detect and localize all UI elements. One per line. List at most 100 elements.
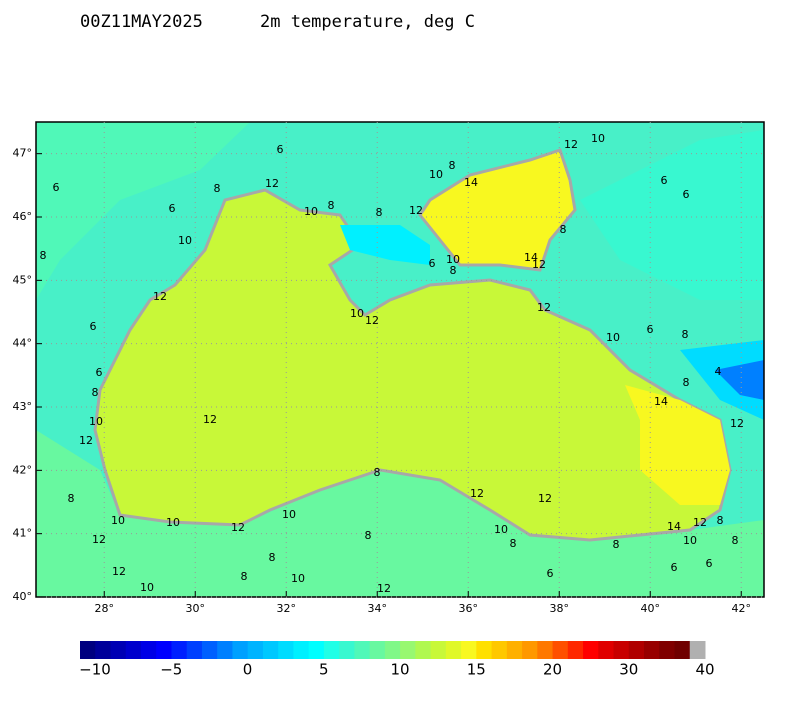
color-swatch: [476, 641, 493, 659]
colorbar-label: 0: [243, 661, 253, 679]
contour-label: 8: [717, 514, 724, 527]
colorbar-label: 10: [390, 661, 409, 679]
contour-label: 8: [510, 537, 517, 550]
color-swatch: [400, 641, 416, 659]
contour-label: 6: [647, 323, 654, 336]
color-swatch: [583, 641, 599, 659]
color-swatch: [217, 641, 233, 659]
lat-label: 45°: [13, 273, 33, 286]
contour-label: 10: [350, 307, 364, 320]
contour-label: 8: [682, 328, 689, 341]
lon-label: 32°: [277, 602, 297, 615]
lon-label: 42°: [732, 602, 752, 615]
contour-label: 6: [53, 181, 60, 194]
color-swatch: [674, 641, 691, 659]
contour-label: 6: [429, 257, 436, 270]
contour-label: 12: [693, 516, 707, 529]
contour-label: 12: [203, 413, 217, 426]
contour-label: 6: [90, 320, 97, 333]
contour-label: 12: [537, 301, 551, 314]
contour-label: 10: [591, 132, 605, 145]
color-swatch: [445, 641, 462, 659]
map-frame: [35, 121, 765, 598]
contour-label: 8: [269, 551, 276, 564]
color-swatch: [522, 641, 538, 659]
contour-label: 8: [560, 223, 567, 236]
contour-label: 12: [265, 177, 279, 190]
colorbar-label: 40: [695, 661, 714, 679]
color-swatch: [384, 641, 401, 659]
color-swatch: [140, 641, 157, 659]
contour-label: 12: [365, 314, 379, 327]
contour-label: 12: [153, 290, 167, 303]
lon-label: 30°: [186, 602, 206, 615]
lat-label: 43°: [13, 400, 33, 413]
color-swatch: [278, 641, 294, 659]
contour-label: 8: [365, 529, 372, 542]
land-colder: [715, 360, 764, 400]
contour-label: 8: [683, 376, 690, 389]
color-swatch: [323, 641, 340, 659]
color-swatch: [262, 641, 279, 659]
lat-label: 41°: [13, 527, 33, 540]
color-swatch: [628, 641, 645, 659]
color-swatch: [430, 641, 447, 659]
color-swatch: [171, 641, 188, 659]
contour-label: 10: [606, 331, 620, 344]
color-swatch: [598, 641, 615, 659]
contour-label: 8: [374, 466, 381, 479]
color-swatch: [415, 641, 432, 659]
warm-sea: [625, 385, 730, 505]
lon-label: 38°: [550, 602, 570, 615]
contour-label: 8: [328, 199, 335, 212]
contour-label: 12: [409, 204, 423, 217]
contour-label: 12: [564, 138, 578, 151]
contour-label: 10: [494, 523, 508, 536]
color-swatch: [247, 641, 264, 659]
colorbar-label: 30: [619, 661, 638, 679]
contour-label: 8: [376, 206, 383, 219]
color-swatch: [461, 641, 477, 659]
color-swatch: [125, 641, 142, 659]
contour-label: 6: [661, 174, 668, 187]
contour-label: 6: [706, 557, 713, 570]
contour-label: 10: [89, 415, 103, 428]
color-swatch: [339, 641, 355, 659]
color-swatch: [110, 641, 127, 659]
contour-label: 8: [68, 492, 75, 505]
contour-label: 6: [547, 567, 554, 580]
color-swatch: [95, 641, 111, 659]
color-swatch: [186, 641, 203, 659]
contour-label: 8: [450, 264, 457, 277]
contour-label: 6: [277, 143, 284, 156]
color-swatch: [80, 641, 96, 659]
color-swatch: [308, 641, 325, 659]
contour-label: 6: [96, 366, 103, 379]
colorbar-label: 15: [467, 661, 486, 679]
run-time: 00Z11MAY2025: [80, 12, 203, 32]
contour-label: 10: [446, 253, 460, 266]
lon-label: 40°: [641, 602, 661, 615]
map-field: [36, 122, 764, 597]
color-swatch: [613, 641, 630, 659]
contour-label: 10: [140, 581, 154, 594]
contour-label: 14: [464, 176, 478, 189]
land-cold: [680, 340, 764, 420]
colorbar-label: 5: [319, 661, 329, 679]
color-swatch: [567, 641, 584, 659]
contour-label: 12: [112, 565, 126, 578]
contour-label: 12: [231, 521, 245, 534]
contour-label: 10: [166, 516, 180, 529]
contour-label: 10: [282, 508, 296, 521]
contour-label: 6: [671, 561, 678, 574]
contour-label: 12: [538, 492, 552, 505]
contour-label: 8: [449, 159, 456, 172]
contour-label: 8: [613, 538, 620, 551]
color-swatch: [293, 641, 310, 659]
lat-label: 46°: [13, 210, 33, 223]
azov-sea: [418, 148, 577, 272]
contour-label: 8: [214, 182, 221, 195]
contour-label: 10: [429, 168, 443, 181]
contour-label: 12: [470, 487, 484, 500]
